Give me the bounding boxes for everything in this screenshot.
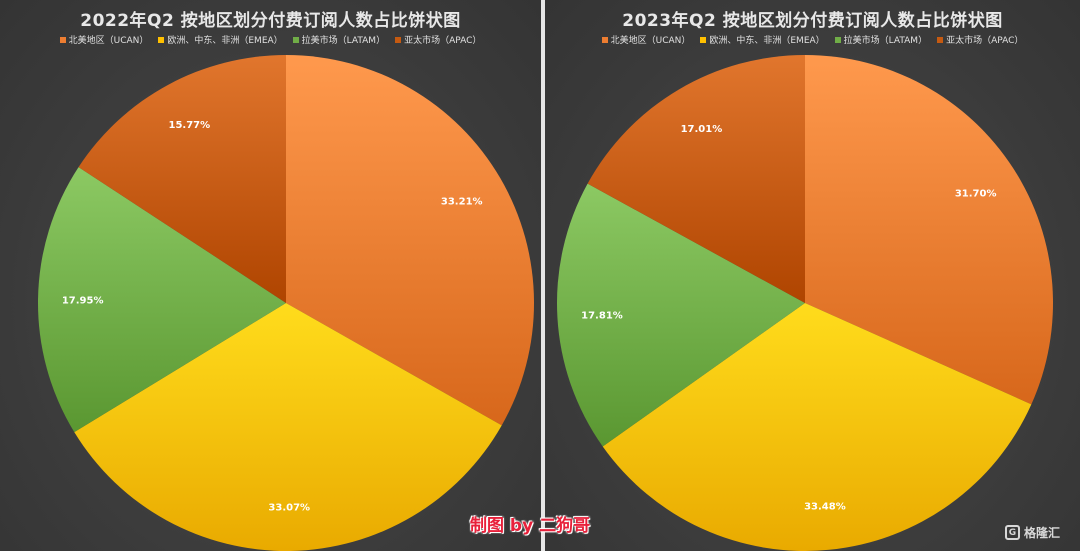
pie-chart-2022: 33.21% 33.07% 17.95% 15.77%	[37, 55, 534, 551]
legend-swatch	[158, 36, 165, 43]
slice-latam	[557, 183, 805, 447]
slice-emea	[602, 303, 1032, 551]
slice-emea	[74, 303, 502, 551]
chart-legend: 北美地区（UCAN） 欧洲、中东、非洲（EMEA） 拉美市场（LATAM） 亚太…	[545, 33, 1080, 46]
data-label: 33.48%	[804, 501, 846, 512]
legend-swatch	[601, 36, 608, 43]
chart-title: 2022年Q2 按地区划分付费订阅人数占比饼状图	[80, 11, 461, 31]
data-label: 33.07%	[268, 502, 310, 513]
legend-item-apac: 亚太市场（APAC）	[395, 33, 481, 46]
data-label: 17.95%	[62, 296, 104, 307]
legend-label: 欧洲、中东、非洲（EMEA）	[167, 36, 283, 46]
watermark-text: 格隆汇	[1024, 526, 1061, 540]
chart-legend: 北美地区（UCAN） 欧洲、中东、非洲（EMEA） 拉美市场（LATAM） 亚太…	[0, 33, 541, 46]
panel-divider	[541, 0, 545, 551]
legend-item-emea: 欧洲、中东、非洲（EMEA）	[700, 33, 825, 46]
legend-item-latam: 拉美市场（LATAM）	[292, 33, 386, 46]
legend-swatch	[700, 36, 707, 43]
legend-item-ucan: 北美地区（UCAN）	[59, 33, 149, 46]
slice-ucan	[805, 55, 1053, 405]
data-label: 15.77%	[168, 120, 210, 131]
slice-apac	[78, 55, 287, 303]
slice-ucan	[286, 55, 534, 426]
chart-title: 2023年Q2 按地区划分付费订阅人数占比饼状图	[622, 11, 1003, 31]
legend-swatch	[834, 36, 841, 43]
watermark: G 格隆汇	[1005, 524, 1060, 541]
pie-chart-2023: 31.70% 33.48% 17.81% 17.01%	[557, 54, 1053, 551]
legend-label: 亚太市场（APAC）	[946, 36, 1024, 46]
legend-label: 北美地区（UCAN）	[610, 36, 691, 46]
chart-panel-2022: 2022年Q2 按地区划分付费订阅人数占比饼状图 北美地区（UCAN） 欧洲、中…	[0, 0, 541, 551]
slice-apac	[587, 54, 805, 303]
data-label: 17.01%	[681, 124, 723, 135]
chart-credit: 制图 by 二狗哥	[470, 516, 591, 536]
legend-swatch	[59, 36, 66, 43]
legend-label: 拉美市场（LATAM）	[301, 36, 386, 46]
legend-label: 亚太市场（APAC）	[404, 36, 482, 46]
legend-swatch	[292, 36, 299, 43]
data-label: 33.21%	[441, 197, 483, 208]
legend-item-apac: 亚太市场（APAC）	[937, 33, 1023, 46]
slice-latam	[37, 167, 286, 433]
gelonghui-logo-icon: G	[1005, 525, 1020, 540]
legend-item-ucan: 北美地区（UCAN）	[601, 33, 691, 46]
legend-label: 欧洲、中东、非洲（EMEA）	[709, 36, 825, 46]
data-label: 31.70%	[955, 188, 997, 199]
legend-item-emea: 欧洲、中东、非洲（EMEA）	[158, 33, 283, 46]
data-label: 17.81%	[581, 311, 623, 322]
legend-item-latam: 拉美市场（LATAM）	[834, 33, 928, 46]
legend-swatch	[395, 36, 402, 43]
legend-label: 北美地区（UCAN）	[68, 36, 149, 46]
legend-swatch	[937, 36, 944, 43]
chart-panel-2023: 2023年Q2 按地区划分付费订阅人数占比饼状图 北美地区（UCAN） 欧洲、中…	[545, 0, 1080, 551]
legend-label: 拉美市场（LATAM）	[843, 36, 928, 46]
